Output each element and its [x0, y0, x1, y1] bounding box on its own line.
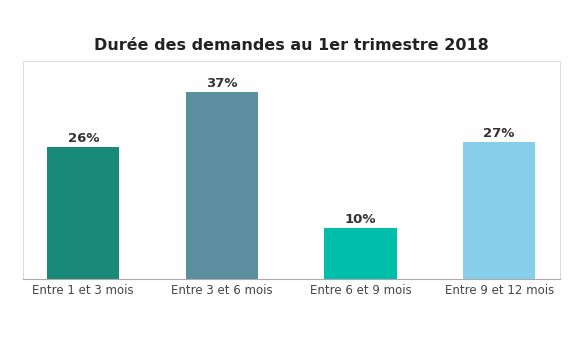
- Bar: [186, 91, 258, 279]
- Text: 37%: 37%: [206, 76, 238, 89]
- Text: 26%: 26%: [67, 132, 99, 145]
- Bar: [463, 142, 535, 279]
- Title: Durée des demandes au 1er trimestre 2018: Durée des demandes au 1er trimestre 2018: [94, 38, 489, 53]
- Bar: [324, 228, 397, 279]
- Text: 10%: 10%: [345, 213, 376, 226]
- Bar: [47, 147, 119, 279]
- Text: 27%: 27%: [484, 127, 515, 140]
